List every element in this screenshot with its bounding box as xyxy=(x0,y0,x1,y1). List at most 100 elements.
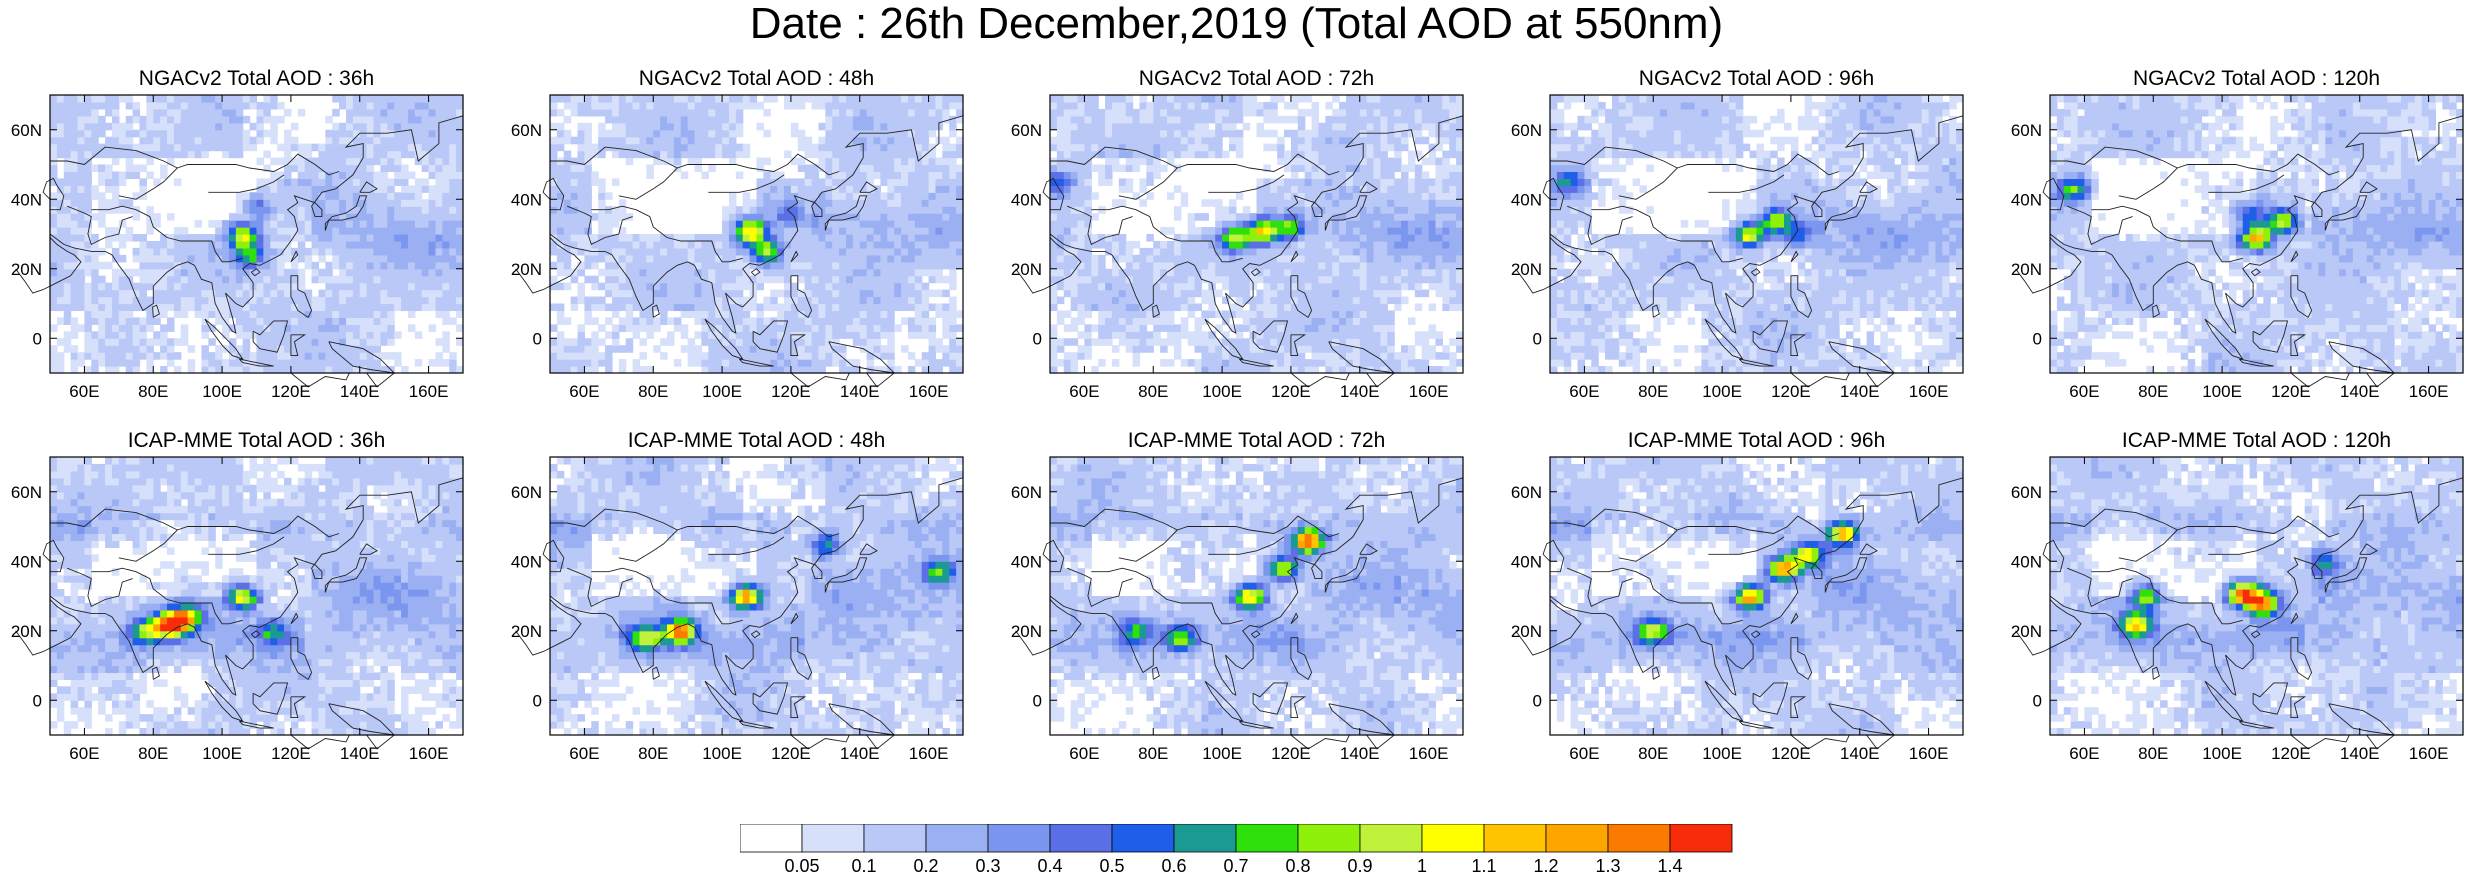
lat-tick-label: 60N xyxy=(1011,483,1042,502)
lon-tick-label: 80E xyxy=(138,382,168,401)
colorbar-box xyxy=(801,824,865,853)
coastlines xyxy=(515,115,964,388)
lon-tick-label: 160E xyxy=(409,744,449,763)
lat-tick-label: 40N xyxy=(11,190,42,209)
lat-tick-label: 20N xyxy=(1511,622,1542,641)
colorbar-box xyxy=(1483,824,1547,853)
lon-tick-label: 60E xyxy=(2069,744,2099,763)
panel-title: NGACv2 Total AOD : 120h xyxy=(2133,67,2380,91)
lat-tick-label: 20N xyxy=(11,260,42,279)
coastlines xyxy=(1015,115,1464,388)
panel-title: ICAP-MME Total AOD : 72h xyxy=(1128,429,1386,453)
lat-tick-label: 20N xyxy=(2011,622,2042,641)
map-plot: 60E 80E 100E 120E 140E 160E 60N 40N 20N 0 xyxy=(511,456,964,763)
colorbar-label: 1.2 xyxy=(1533,856,1558,874)
lon-tick-label: 80E xyxy=(2138,744,2168,763)
colorbar-box xyxy=(740,824,803,853)
lon-tick-label: 80E xyxy=(1638,744,1668,763)
lon-tick-label: 60E xyxy=(569,744,599,763)
lon-tick-label: 120E xyxy=(1771,382,1811,401)
map-plot: 60E 80E 100E 120E 140E 160E 60N 40N 20N 0 xyxy=(511,94,964,401)
lon-tick-label: 120E xyxy=(1271,744,1311,763)
coastlines xyxy=(2015,115,2464,388)
aod-field xyxy=(1550,95,1964,374)
lon-tick-label: 120E xyxy=(1271,382,1311,401)
lon-tick-label: 160E xyxy=(2409,744,2449,763)
lon-tick-label: 60E xyxy=(1569,744,1599,763)
colorbar-label: 1.4 xyxy=(1657,856,1682,874)
lon-tick-label: 100E xyxy=(702,382,742,401)
aod-field xyxy=(1550,457,1964,736)
lat-tick-label: 60N xyxy=(1011,121,1042,140)
map-panel: ICAP-MME Total AOD : 72h 60E 80E 100E 120E 14… xyxy=(1011,429,1473,777)
colorbar-label: 0.3 xyxy=(975,856,1000,874)
map-plot: 60E 80E 100E 120E 140E 160E 60N 40N 20N 0 xyxy=(1511,456,1964,763)
plot-frame xyxy=(549,94,964,374)
colorbar-label: 0.6 xyxy=(1161,856,1186,874)
colorbar-label: 0.8 xyxy=(1285,856,1310,874)
plot-frame xyxy=(2049,456,2464,736)
panel-title: NGACv2 Total AOD : 48h xyxy=(639,67,874,91)
lon-tick-label: 140E xyxy=(1340,744,1380,763)
aod-field xyxy=(2050,457,2464,736)
colorbar: 0.05 0.1 0.2 0.3 0.4 0.5 0.6 0.7 0.8 0.9 1 1.1 1.2 1.… xyxy=(740,824,1733,874)
plot-frame xyxy=(49,456,464,736)
lat-tick-label: 0 xyxy=(1533,691,1542,710)
lat-tick-label: 40N xyxy=(2011,190,2042,209)
lat-tick-label: 60N xyxy=(11,121,42,140)
lat-tick-label: 20N xyxy=(511,622,542,641)
lat-tick-label: 20N xyxy=(11,622,42,641)
panel-title: NGACv2 Total AOD : 96h xyxy=(1639,67,1874,91)
colorbar-label: 0.4 xyxy=(1037,856,1062,874)
lat-tick-label: 60N xyxy=(1511,483,1542,502)
coastlines xyxy=(15,477,464,750)
lon-tick-label: 80E xyxy=(1138,382,1168,401)
lon-tick-label: 140E xyxy=(2340,744,2380,763)
coastlines xyxy=(1515,115,1964,388)
lat-tick-label: 0 xyxy=(1033,329,1042,348)
panel-title: ICAP-MME Total AOD : 120h xyxy=(2122,429,2391,453)
colorbar-label: 0.5 xyxy=(1099,856,1124,874)
lon-tick-label: 60E xyxy=(2069,382,2099,401)
map-panel: NGACv2 Total AOD : 120h 60E 80E 100E 120E 140… xyxy=(2011,67,2473,415)
coastlines xyxy=(2015,477,2464,750)
lon-tick-label: 60E xyxy=(1569,382,1599,401)
lat-tick-label: 40N xyxy=(2011,552,2042,571)
lon-tick-label: 120E xyxy=(271,744,311,763)
lon-tick-label: 100E xyxy=(1202,744,1242,763)
lon-tick-label: 120E xyxy=(271,382,311,401)
lat-tick-label: 40N xyxy=(511,190,542,209)
plot-frame xyxy=(1549,456,1964,736)
lat-tick-label: 0 xyxy=(1033,691,1042,710)
lat-tick-label: 40N xyxy=(511,552,542,571)
panel-title: ICAP-MME Total AOD : 48h xyxy=(628,429,886,453)
colorbar-label: 1.1 xyxy=(1471,856,1496,874)
lat-tick-label: 0 xyxy=(533,329,542,348)
lon-tick-label: 160E xyxy=(1909,382,1949,401)
coastlines xyxy=(515,477,964,750)
lon-tick-label: 80E xyxy=(1138,744,1168,763)
lat-tick-label: 60N xyxy=(1511,121,1542,140)
lat-tick-label: 20N xyxy=(1011,622,1042,641)
lon-tick-label: 140E xyxy=(1840,382,1880,401)
colorbar-box xyxy=(1359,824,1423,853)
aod-field xyxy=(550,457,964,736)
lon-tick-label: 140E xyxy=(840,744,880,763)
lon-tick-label: 100E xyxy=(202,382,242,401)
colorbar-label: 0.2 xyxy=(913,856,938,874)
colorbar-label: 0.9 xyxy=(1347,856,1372,874)
lat-tick-label: 20N xyxy=(1011,260,1042,279)
lon-tick-label: 60E xyxy=(1069,744,1099,763)
lat-tick-label: 0 xyxy=(2033,691,2042,710)
colorbar-box xyxy=(1235,824,1299,853)
lat-tick-label: 20N xyxy=(2011,260,2042,279)
panel-title: ICAP-MME Total AOD : 36h xyxy=(128,429,386,453)
lon-tick-label: 60E xyxy=(69,382,99,401)
colorbar-label: 0.05 xyxy=(784,856,819,874)
aod-field xyxy=(50,457,464,736)
aod-field xyxy=(1050,95,1464,374)
map-panel: NGACv2 Total AOD : 48h 60E 80E 100E 120E 140E… xyxy=(511,67,973,415)
colorbar-label: 1 xyxy=(1417,856,1427,874)
colorbar-label: 1.3 xyxy=(1595,856,1620,874)
map-plot: 60E 80E 100E 120E 140E 160E 60N 40N 20N 0 xyxy=(11,456,464,763)
